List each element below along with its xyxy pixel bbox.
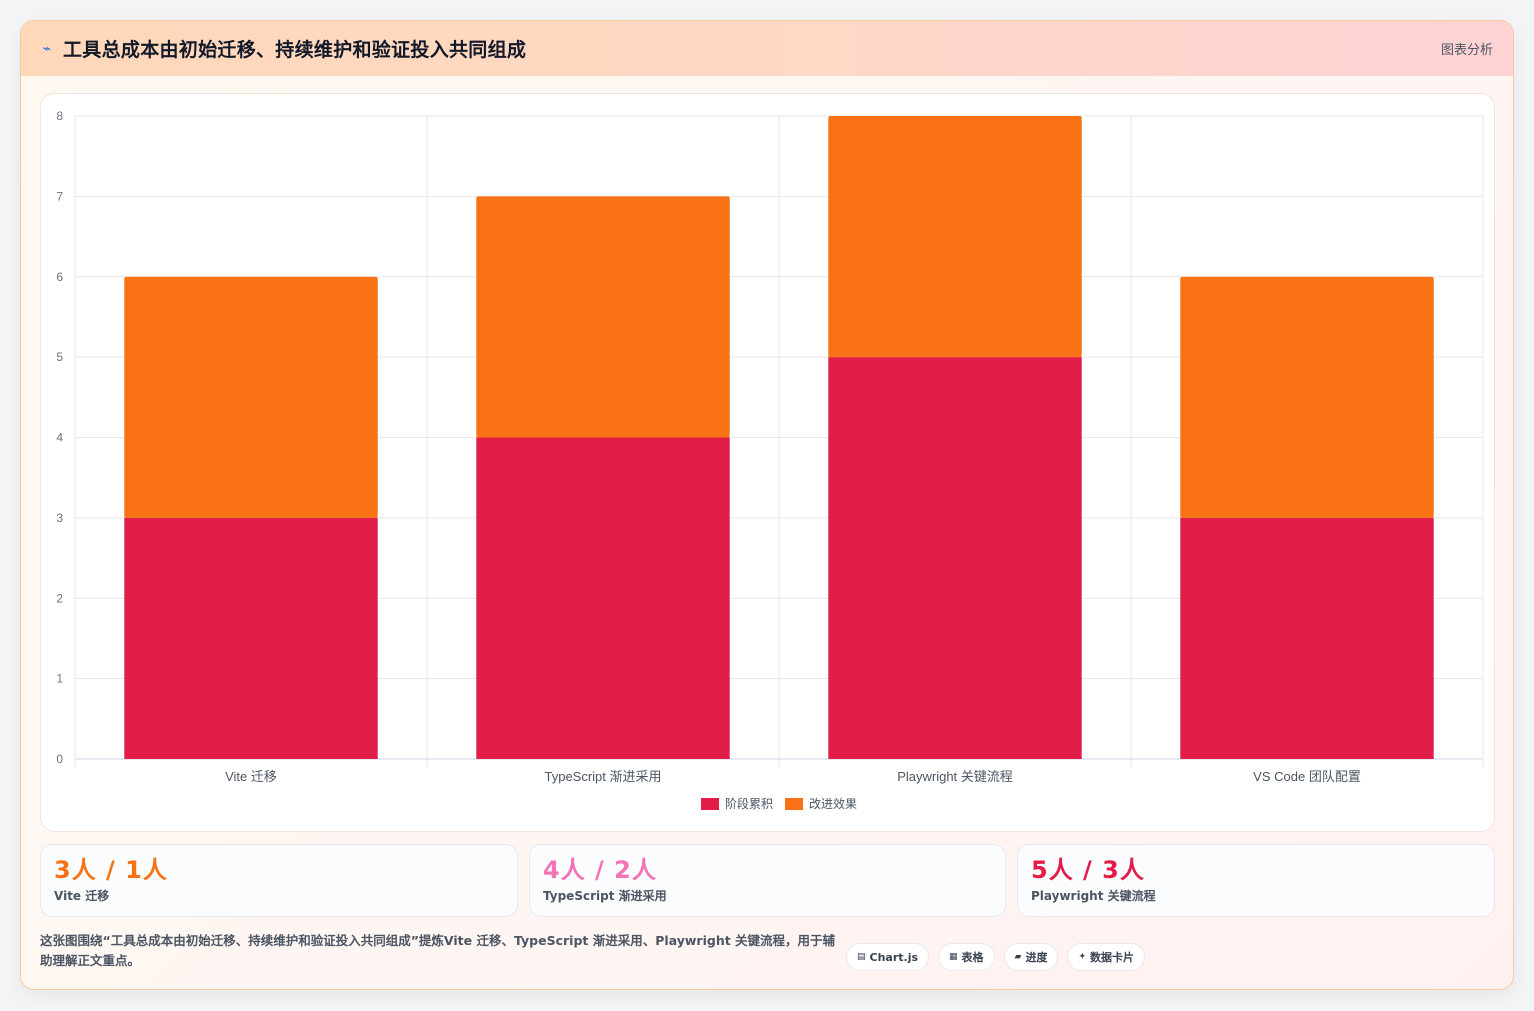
stat-card-typescript: 4人 / 2人 TypeScript 渐进采用 [529,844,1006,917]
stat-card-vite: 3人 / 1人 Vite 迁移 [40,844,518,917]
bar-improvement-effect[interactable] [476,196,730,438]
bar-improvement-effect[interactable] [828,116,1082,358]
card-header: ⌁ 工具总成本由初始迁移、持续维护和验证投入共同组成 图表分析 [21,21,1513,76]
chart-file-icon: ▤ [857,952,866,962]
bar-stage-cumulative[interactable] [476,437,730,760]
y-tick-label: 5 [56,350,63,364]
bar-stage-cumulative[interactable] [1180,517,1434,759]
chart-icon: ⌁ [42,40,52,57]
x-tick-label: VS Code 团队配置 [1253,769,1361,784]
bar-improvement-effect[interactable] [1180,276,1434,518]
chart-container: 0 1 2 3 4 5 6 7 8 Vite 迁移 TypeScript 渐进采用 Playwrigh… [40,93,1495,832]
y-tick-label: 8 [56,109,63,123]
progress-icon: ▰ [1014,952,1022,962]
y-tick-label: 7 [56,189,63,203]
table-icon: ▦ [949,952,958,962]
legend-label[interactable]: 阶段累积 [725,796,773,811]
chip-table[interactable]: ▦ 表格 [938,943,995,971]
x-tick-label: Playwright 关键流程 [897,769,1013,784]
chip-label: 进度 [1025,951,1048,964]
bar-stage-cumulative[interactable] [124,517,378,759]
feature-chips: ▤ Chart.js ▦ 表格 ▰ 进度 ✦ 数据卡片 [846,943,1146,971]
legend-swatch [701,798,719,810]
legend-label[interactable]: 改进效果 [809,796,857,811]
stat-label: Vite 迁移 [54,889,110,903]
y-tick-label: 0 [56,752,63,766]
y-tick-label: 2 [56,591,63,605]
x-tick-label: Vite 迁移 [225,769,277,784]
chip-label: 数据卡片 [1090,951,1135,964]
chart-card: ⌁ 工具总成本由初始迁移、持续维护和验证投入共同组成 图表分析 0 1 2 3 4 5 6 7… [20,20,1514,990]
stat-card-playwright: 5人 / 3人 Playwright 关键流程 [1017,844,1495,917]
chip-label: Chart.js [869,950,919,964]
y-tick-label: 4 [56,431,63,445]
stat-label: Playwright 关键流程 [1031,889,1156,903]
stat-label: TypeScript 渐进采用 [543,889,667,903]
sparkle-icon: ✦ [1078,952,1087,962]
y-tick-label: 3 [56,511,63,525]
chart-analysis-tag: 图表分析 [1440,43,1493,58]
stat-value: 4人 / 2人 [543,856,657,884]
y-tick-label: 1 [56,672,63,686]
chip-label: 表格 [961,951,984,964]
bar-stage-cumulative[interactable] [828,357,1082,759]
stat-value: 3人 / 1人 [54,856,168,884]
y-tick-label: 6 [56,270,63,284]
stat-value: 5人 / 3人 [1031,856,1145,884]
legend-swatch [785,798,803,810]
x-tick-label: TypeScript 渐进采用 [544,769,661,784]
legend: 阶段累积 改进效果 [701,796,857,811]
chip-data-card[interactable]: ✦ 数据卡片 [1067,943,1146,971]
chip-progress[interactable]: ▰ 进度 [1003,943,1059,971]
card-title: 工具总成本由初始迁移、持续维护和验证投入共同组成 [63,39,527,61]
chart-description: 这张图围绕“工具总成本由初始迁移、持续维护和验证投入共同组成”提炼Vite 迁移… [40,933,836,968]
axes: 0 1 2 3 4 5 6 7 8 Vite 迁移 TypeScript 渐进采用 Playwrigh… [56,109,1361,784]
stacked-bar-chart: 0 1 2 3 4 5 6 7 8 Vite 迁移 TypeScript 渐进采用 Playwrigh… [56,109,1484,811]
bars [124,116,1434,760]
bar-improvement-effect[interactable] [124,276,378,518]
chip-chartjs[interactable]: ▤ Chart.js [846,943,930,971]
